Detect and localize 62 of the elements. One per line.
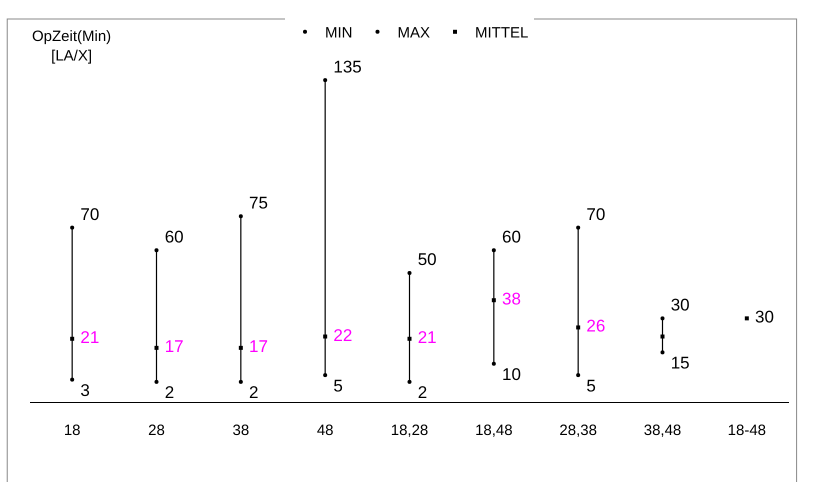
point [323,78,328,82]
point [154,248,158,252]
data-label: 5 [328,376,343,396]
point [70,378,74,382]
legend-label: MIN [325,24,352,42]
point [576,226,580,230]
point [492,362,496,366]
data-label: 75 [244,194,268,212]
x-tick-label: 18,48 [475,422,513,439]
point [154,380,158,384]
y-axis-title: OpZeit(Min) [LA/X] [32,28,112,64]
point [238,346,243,350]
point [492,248,496,252]
point [70,226,74,230]
data-label: 38 [497,289,521,308]
data-label: 60 [497,228,521,247]
point [660,334,664,339]
x-tick-label: 28,38 [559,422,597,439]
data-label: 50 [413,250,437,270]
point [70,336,74,341]
data-label: 21 [413,328,437,348]
legend-label: MITTEL [475,24,528,42]
point [660,316,664,320]
x-tick-label: 18-48 [728,422,766,439]
data-label: 3 [76,380,90,400]
data-label: 2 [244,383,259,402]
point [492,298,496,302]
data-label: 17 [244,337,268,356]
data-label: 17 [160,337,184,356]
data-label: 2 [413,383,428,402]
point [238,380,243,384]
data-label: 5 [582,376,596,396]
data-label: 70 [76,204,100,224]
data-label: 60 [160,228,184,247]
point [238,214,243,218]
data-label: 70 [582,204,606,224]
x-tick-label: 38,48 [644,422,682,439]
point [408,336,412,341]
data-label: 26 [582,316,606,336]
data-label: 10 [497,365,521,384]
data-label: 22 [328,326,352,345]
point [576,325,580,330]
data-label: 135 [328,57,362,76]
point [408,380,412,384]
x-tick-label: 18 [64,422,81,439]
point [744,316,749,320]
x-tick-label: 38 [232,422,250,439]
data-label: 30 [666,296,690,315]
x-tick-label: 48 [316,422,334,439]
legend-label: MAX [398,24,430,42]
point [323,373,328,378]
point [408,270,412,275]
data-label: 15 [666,354,690,373]
point [154,346,158,350]
point [660,350,664,354]
x-tick-label: 28 [148,422,165,439]
point [576,373,580,378]
data-label: 2 [160,383,174,402]
data-label: 30 [750,308,774,327]
x-tick-label: 18,28 [390,422,428,439]
data-label: 21 [76,328,100,348]
point [323,334,328,339]
